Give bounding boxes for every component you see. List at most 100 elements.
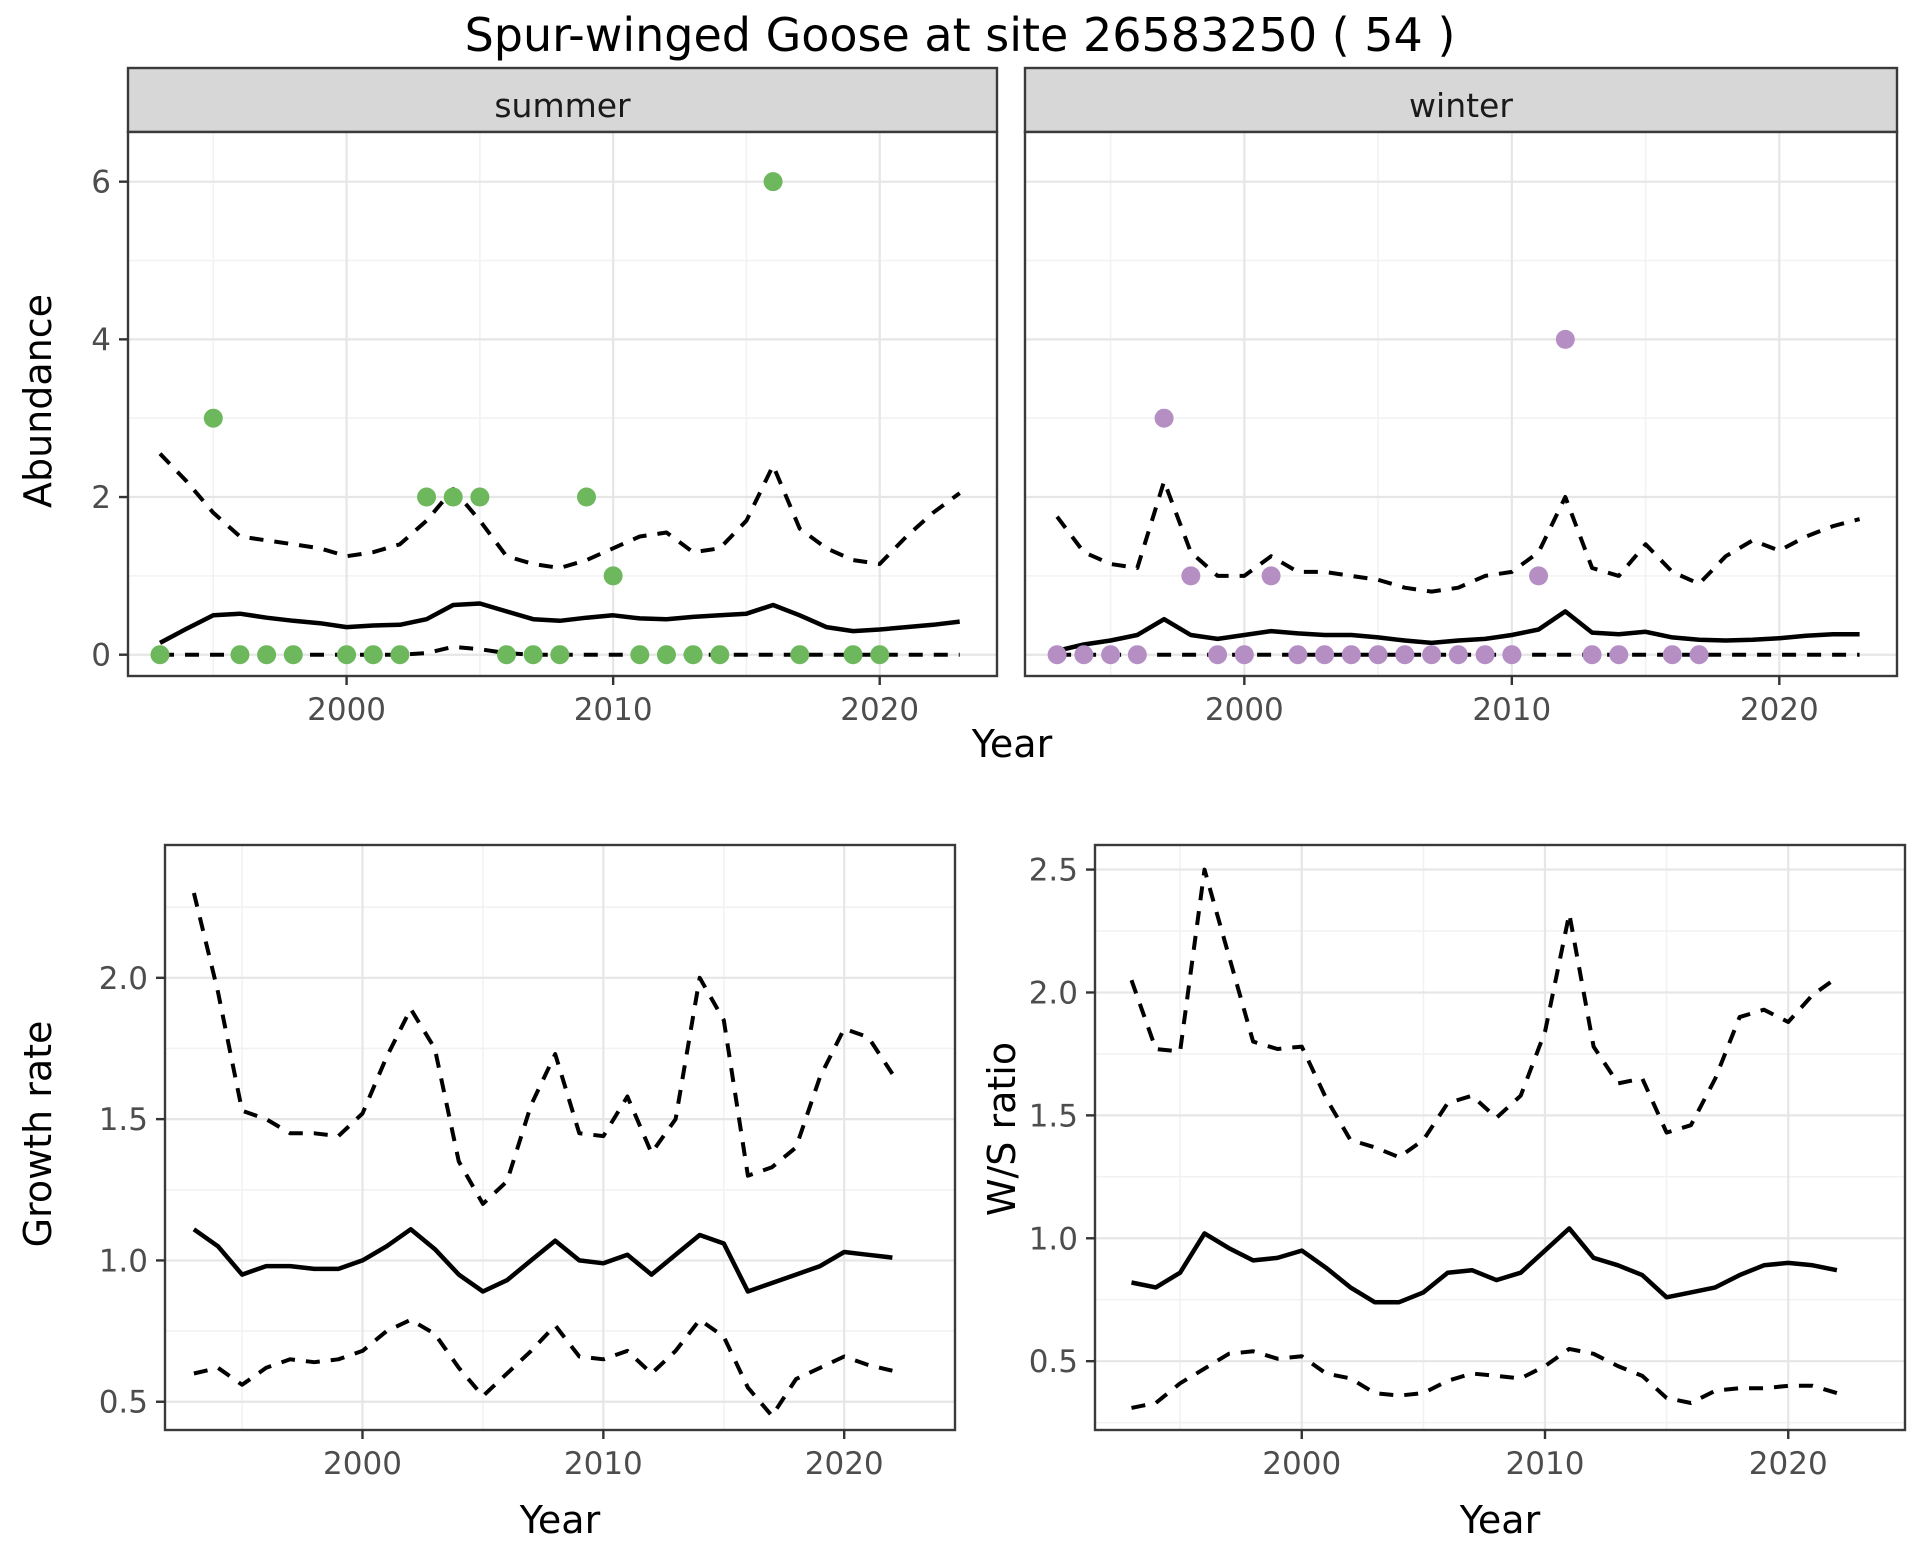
panel-border [163, 843, 957, 1432]
observation-point [150, 645, 170, 665]
y-tick-label: 2 [91, 480, 111, 516]
observation-point [1448, 645, 1468, 665]
observation-point [1555, 329, 1575, 349]
observation-point [1582, 645, 1602, 665]
observation-point [497, 645, 517, 665]
x-tick-label: 2010 [574, 692, 653, 728]
ratio-y-axis-title: W/S ratio [980, 1041, 1024, 1217]
facet-strip-label-winter: winter [1409, 86, 1513, 125]
panel-background [165, 845, 955, 1430]
ws-ratio-chart: 2000 2010 2020 0.5 1.0 1.5 2.0 2.5 [1029, 843, 1907, 1482]
observation-point [630, 645, 650, 665]
observation-point [257, 645, 277, 665]
x-tick-label: 2020 [1740, 692, 1819, 728]
growth-y-axis-title: Growth rate [16, 1020, 60, 1248]
x-tick-label: 2020 [840, 692, 919, 728]
observation-point [1154, 408, 1174, 428]
fit-solid-line [1056, 609, 1860, 653]
y-tick-label: 2.0 [1029, 975, 1078, 1011]
panel-border [1023, 130, 1899, 678]
observation-point [656, 645, 676, 665]
observation-point [1074, 645, 1094, 665]
abundance-y-axis-title: Abundance [16, 293, 60, 509]
y-tick-label: 4 [91, 322, 111, 358]
observation-point [843, 645, 863, 665]
panel-border [126, 130, 999, 678]
panel-border [1093, 843, 1907, 1432]
observation-point [230, 645, 250, 665]
panel-background [1095, 845, 1905, 1430]
y-tick-label: 2.5 [1029, 853, 1078, 889]
observation-point [1368, 645, 1388, 665]
observation-point [363, 645, 383, 665]
observation-point [1261, 566, 1281, 586]
observation-point [283, 645, 303, 665]
observation-point [603, 566, 623, 586]
facet-strip-label-summer: summer [494, 86, 631, 125]
fit-solid-line [158, 601, 960, 645]
y-tick-label: 1.5 [99, 1102, 148, 1138]
growth-rate-chart: 2000 2010 2020 0.5 1.0 1.5 2.0 [99, 843, 957, 1482]
observation-point [443, 487, 463, 507]
observation-point [763, 172, 783, 192]
x-tick-label: 2000 [1262, 1446, 1341, 1482]
panel-background [1025, 132, 1897, 676]
observation-point [417, 487, 437, 507]
ci-lower-dashed-line [1131, 1346, 1838, 1410]
growth-x-axis-title: Year [519, 1498, 601, 1542]
observation-point [337, 645, 357, 665]
y-tick-label: 0.5 [1029, 1344, 1078, 1380]
y-tick-label: 6 [91, 165, 111, 201]
observation-point [870, 645, 890, 665]
y-tick-label: 0.5 [99, 1385, 148, 1421]
observation-point [1288, 645, 1308, 665]
observation-point [1315, 645, 1335, 665]
chart-title: Spur-winged Goose at site 26583250 ( 54 … [464, 8, 1456, 62]
x-tick-label: 2010 [1506, 1446, 1585, 1482]
observation-point [1234, 645, 1254, 665]
x-tick-label: 2000 [1205, 692, 1284, 728]
observation-point [523, 645, 543, 665]
y-tick-label: 0 [91, 638, 111, 674]
ci-upper-dashed-line [1055, 479, 1861, 594]
observation-point [1127, 645, 1147, 665]
fit-solid-line [192, 1227, 893, 1294]
x-tick-label: 2010 [564, 1446, 643, 1482]
y-tick-label: 2.0 [99, 961, 148, 997]
abundance-x-axis-title: Year [971, 722, 1053, 766]
y-tick-label: 1.0 [1029, 1221, 1078, 1257]
observation-point [550, 645, 570, 665]
observation-point [1662, 645, 1682, 665]
observation-point [1529, 566, 1549, 586]
observation-point [790, 645, 810, 665]
panel-background [128, 132, 997, 676]
x-tick-label: 2010 [1472, 692, 1551, 728]
x-tick-label: 2000 [323, 1446, 402, 1482]
observation-point [1689, 645, 1709, 665]
ci-upper-dashed-line [1129, 867, 1839, 1160]
observation-point [1208, 645, 1228, 665]
x-tick-label: 2020 [1749, 1446, 1828, 1482]
ci-lower-dashed-line [193, 1317, 893, 1418]
observation-point [683, 645, 703, 665]
facet-strip [1023, 66, 1899, 134]
observation-point [203, 408, 223, 428]
observation-point [1181, 566, 1201, 586]
observation-point [390, 645, 410, 665]
observation-point [710, 645, 730, 665]
fit-solid-line [1131, 1226, 1838, 1305]
observation-point [1341, 645, 1361, 665]
observation-point [576, 487, 596, 507]
x-tick-label: 2020 [805, 1446, 884, 1482]
observation-point [1047, 645, 1067, 665]
observation-point [1422, 645, 1442, 665]
observation-point [1475, 645, 1495, 665]
y-tick-label: 1.0 [99, 1243, 148, 1279]
facet-strip [126, 66, 999, 134]
observation-point [1101, 645, 1121, 665]
observation-point [470, 487, 490, 507]
observation-point [1395, 645, 1415, 665]
observation-point [1609, 645, 1629, 665]
x-tick-label: 2000 [307, 692, 386, 728]
